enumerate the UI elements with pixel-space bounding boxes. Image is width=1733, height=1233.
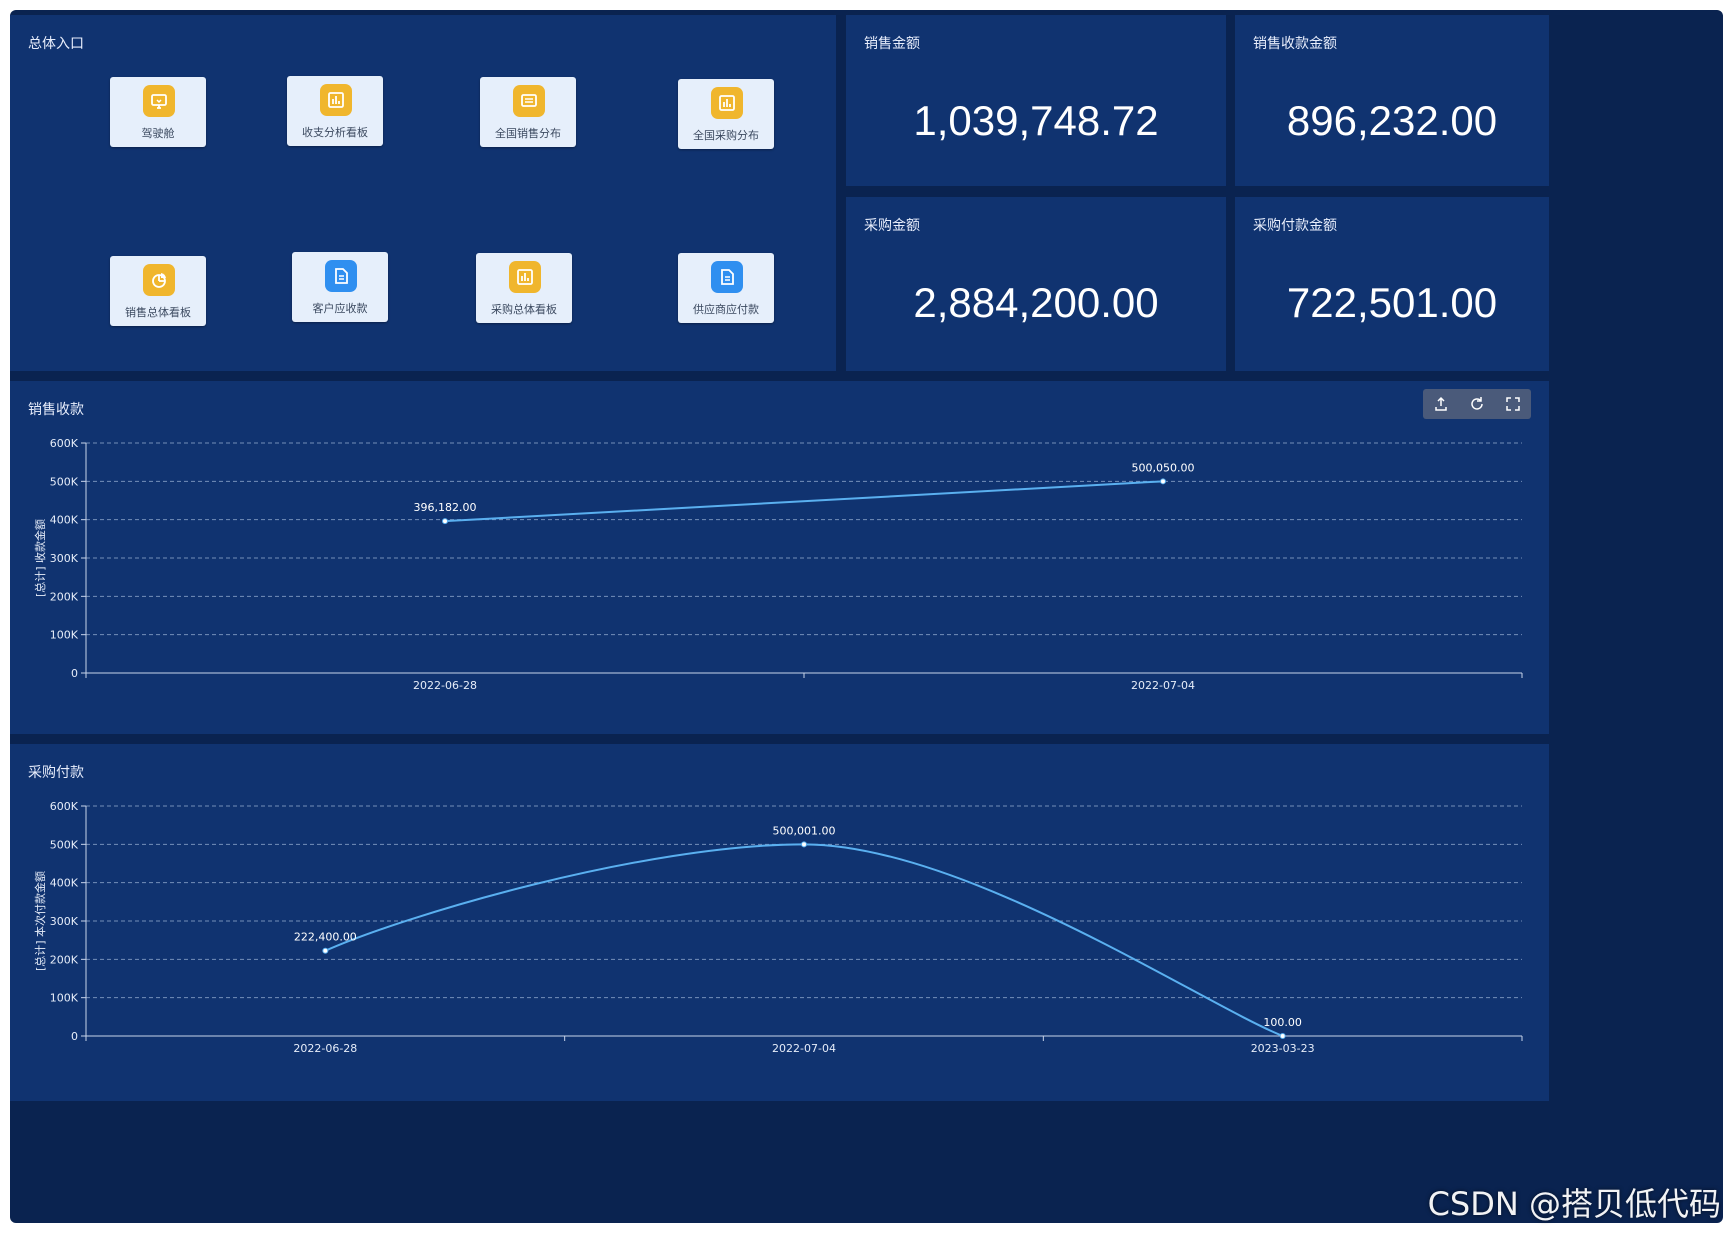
x-tick-label: 2023-03-23 [1251,1042,1315,1055]
dashboard-frame: 总体入口 驾驶舱 收支分析看板 全国销售分布 全国采购分布 [10,10,1723,1223]
tile-label: 采购总体看板 [491,303,557,316]
y-tick-label: 500K [50,475,79,488]
kpi-value: 896,232.00 [1286,97,1498,144]
entry-panel: 总体入口 驾驶舱 收支分析看板 全国销售分布 全国采购分布 [10,15,836,371]
pie-chart-icon [143,264,175,296]
data-point [801,841,807,848]
kpi-title: 销售金额 [864,36,920,52]
tile-national-sales[interactable]: 全国销售分布 [480,77,576,147]
y-tick-label: 300K [50,552,79,565]
kpi-title: 采购付款金额 [1253,218,1337,234]
y-tick-label: 200K [50,590,79,603]
tile-income-expense[interactable]: 收支分析看板 [287,76,383,146]
list-icon [513,85,545,117]
x-tick-label: 2022-06-28 [293,1042,357,1055]
export-icon[interactable] [1430,393,1452,415]
y-tick-label: 100K [50,992,79,1005]
kpi-sales-received: 销售收款金额 896,232.00 [1235,15,1549,186]
fullscreen-icon[interactable] [1502,393,1524,415]
y-tick-label: 400K [50,514,79,527]
tile-label: 全国采购分布 [693,129,759,142]
kpi-sales-amount: 销售金额 1,039,748.72 [846,15,1226,186]
data-point [322,947,329,954]
kpi-value: 722,501.00 [1286,279,1498,326]
tile-label: 驾驶舱 [141,127,175,140]
data-label: 500,050.00 [1132,461,1195,474]
y-tick-label: 300K [50,915,79,928]
y-tick-label: 0 [71,1030,78,1043]
tile-purchase-overview[interactable]: 采购总体看板 [476,253,572,323]
data-label: 100.00 [1263,1016,1302,1029]
purchase-payment-title: 采购付款 [28,765,84,781]
bar-chart-icon [509,261,541,293]
document-icon [325,260,357,292]
kpi-title: 销售收款金额 [1253,36,1337,52]
tile-label: 全国销售分布 [495,127,561,140]
kpi-purchase-paid: 采购付款金额 722,501.00 [1235,197,1549,371]
y-tick-label: 500K [50,838,79,851]
sales-receipt-chart: 0 100K 200K 300K 400K 500K 600K 2022-06-28 2022-… [33,437,1523,692]
data-label: 500,001.00 [773,824,836,837]
y-tick-label: 100K [50,629,79,642]
entry-panel-title: 总体入口 [28,36,84,52]
x-tick-label: 2022-06-28 [413,679,477,692]
y-tick-label: 200K [50,953,79,966]
data-point [1279,1032,1286,1039]
x-tick-label: 2022-07-04 [772,1042,836,1055]
tile-supplier-payable[interactable]: 供应商应付款 [678,253,774,323]
y-tick-label: 600K [50,800,79,813]
bar-chart-icon [711,87,743,119]
kpi-value: 2,884,200.00 [913,279,1159,326]
data-label: 222,400.00 [294,931,357,944]
y-tick-label: 600K [50,437,79,450]
y-axis-label: [总计] 收款金额 [33,519,47,597]
data-point [1160,478,1166,485]
data-label: 396,182.00 [414,501,477,514]
refresh-icon[interactable] [1466,393,1488,415]
purchase-payment-panel: 采购付款 0 100K 200K 300K 400K 500K 600K 2022-06-28… [10,744,1549,1101]
series-line [444,480,1164,523]
y-axis-label: [总计] 本次付款金额 [33,871,47,971]
x-tick-label: 2022-07-04 [1131,679,1195,692]
y-tick-label: 0 [71,667,78,680]
tile-label: 客户应收款 [312,302,368,315]
purchase-payment-chart: 0 100K 200K 300K 400K 500K 600K 2022-06-28 2022-… [33,800,1523,1055]
tile-label: 供应商应付款 [693,303,759,316]
tile-label: 销售总体看板 [125,306,191,319]
bar-chart-icon [320,84,352,116]
kpi-title: 采购金额 [864,218,920,234]
monitor-icon [143,85,175,117]
tile-label: 收支分析看板 [302,126,368,139]
tile-sales-overview[interactable]: 销售总体看板 [110,256,206,326]
kpi-value: 1,039,748.72 [913,97,1159,144]
series-line [324,843,1284,1037]
tile-national-purchase[interactable]: 全国采购分布 [678,79,774,149]
data-point [442,518,448,525]
tile-customer-receivable[interactable]: 客户应收款 [292,252,388,322]
watermark: CSDN @搭贝低代码 [1427,1185,1721,1223]
kpi-purchase-amount: 采购金额 2,884,200.00 [846,197,1226,371]
sales-receipt-panel: 销售收款 0 100K 200K 300K 400K 500K 600K 2022-06-28… [10,381,1549,734]
tile-cockpit[interactable]: 驾驶舱 [110,77,206,147]
sales-receipt-title: 销售收款 [28,402,84,418]
document-icon [711,261,743,293]
chart-toolbar [1423,389,1531,419]
y-tick-label: 400K [50,877,79,890]
